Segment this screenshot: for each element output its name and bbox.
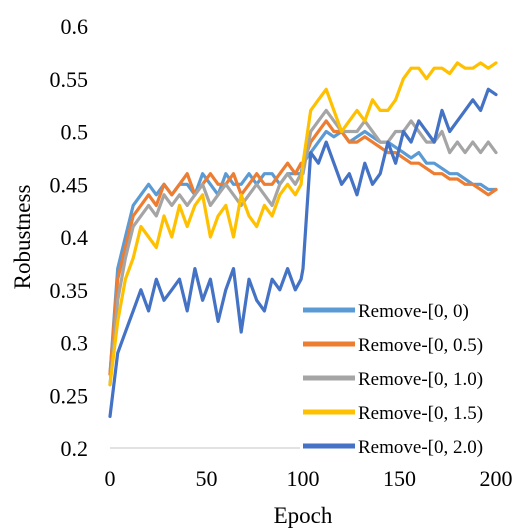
legend-label: Remove-[0, 0.5) [358,335,483,356]
y-tick-labels: 0.2 0.25 0.3 0.35 0.4 0.45 0.5 0.55 0.6 [50,14,89,461]
x-tick-label: 150 [383,466,416,491]
legend-label: Remove-[0, 1.5) [358,403,483,424]
y-tick-label: 0.2 [61,436,89,461]
x-tick-label: 100 [287,466,320,491]
legend: Remove-[0, 0) Remove-[0, 0.5) Remove-[0, 1… [300,293,500,465]
y-tick-label: 0.3 [61,331,89,356]
x-tick-label: 200 [480,466,513,491]
x-tick-labels: 0 50 100 150 200 [105,466,513,491]
x-tick-label: 0 [105,466,116,491]
y-tick-label: 0.4 [61,225,89,250]
series-line-5 [108,87,498,418]
y-axis-title: Robustness [10,185,35,290]
y-tick-label: 0.55 [50,67,89,92]
y-tick-label: 0.35 [50,278,89,303]
legend-label: Remove-[0, 2.0) [358,437,483,458]
x-tick-label: 50 [196,466,218,491]
y-tick-label: 0.25 [50,383,89,408]
legend-label: Remove-[0, 0) [358,301,469,322]
y-tick-label: 0.5 [61,120,89,145]
y-tick-label: 0.45 [50,172,89,197]
series-line-4 [108,61,498,387]
legend-label: Remove-[0, 1.0) [358,369,483,390]
plot-area [108,61,498,418]
x-axis-title: Epoch [274,503,333,528]
y-tick-label: 0.6 [61,14,89,39]
